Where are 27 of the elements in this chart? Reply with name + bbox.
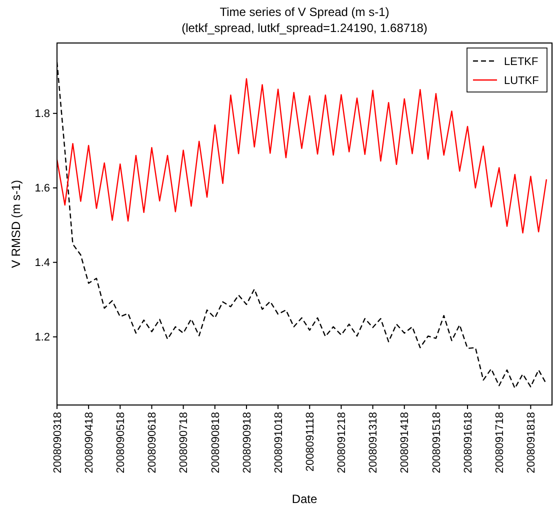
x-tick-label: 2008091418	[399, 412, 412, 474]
line-series	[57, 78, 548, 234]
y-tick-label: 1.8	[34, 108, 50, 120]
x-tick-label: 2008091018	[272, 412, 285, 474]
x-tick-label: 2008091518	[430, 412, 443, 474]
x-tick-label: 2008091218	[336, 412, 348, 474]
y-tick-label: 1.2	[34, 332, 50, 344]
legend-label: LUTKF	[504, 74, 540, 87]
y-axis-title: V RMSD (m s-1)	[9, 180, 23, 268]
x-tick-label: 2008090518	[115, 412, 128, 474]
x-tick-label: 2008091618	[462, 412, 474, 474]
x-tick-label: 2008091118	[304, 412, 316, 472]
x-tick-label: 2008091818	[526, 412, 538, 474]
x-tick-label: 2008091718	[494, 412, 506, 474]
y-tick-label: 1.6	[34, 182, 50, 195]
x-tick-label: 2008090918	[241, 412, 254, 474]
y-tick-label: 1.4	[34, 257, 50, 270]
x-tick-label: 2008090318	[52, 412, 64, 474]
chart-title: Time series of V Spread (m s-1)	[220, 5, 390, 19]
x-tick-label: 2008090818	[210, 412, 222, 474]
x-axis-title: Date	[292, 492, 318, 506]
x-tick-label: 2008090618	[146, 412, 159, 474]
x-tick-label: 2008090418	[83, 412, 96, 474]
x-tick-label: 2008091318	[368, 412, 380, 474]
x-tick-label: 2008090718	[178, 412, 190, 474]
chart-subtitle: (letkf_spread, lutkf_spread=1.24190, 1.68718)	[182, 21, 428, 35]
legend-label: LETKF	[504, 56, 539, 68]
